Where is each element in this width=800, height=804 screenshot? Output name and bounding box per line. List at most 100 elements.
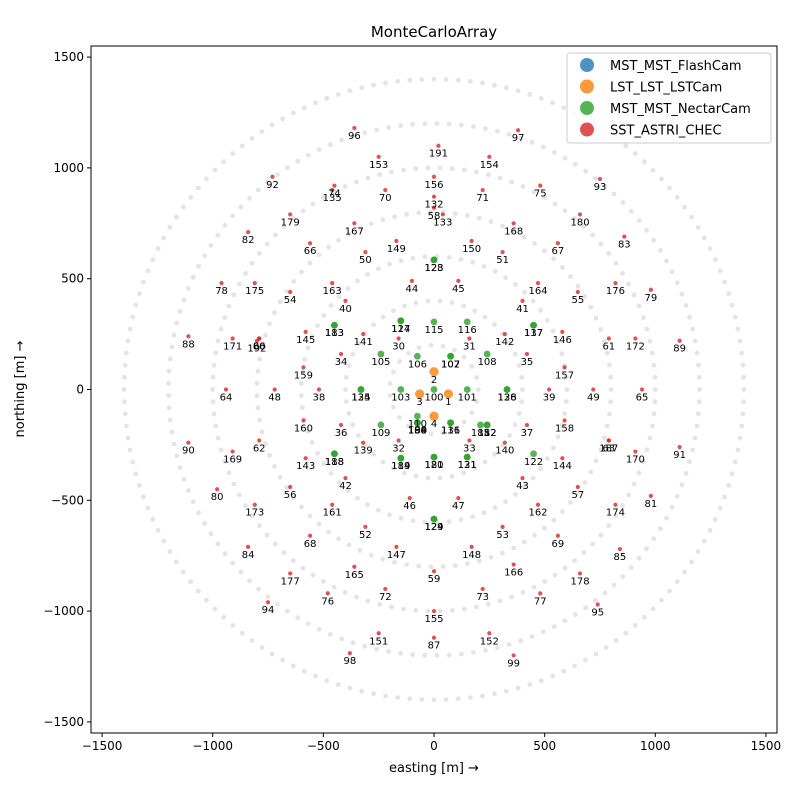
ring-marker [204, 597, 209, 603]
ring-marker [125, 435, 131, 441]
point-154 [487, 154, 492, 159]
ring-marker [272, 232, 278, 238]
ring-marker [230, 623, 236, 628]
ring-marker [272, 310, 277, 315]
ring-marker [726, 291, 732, 297]
point-147 [394, 544, 399, 549]
ring-marker [346, 411, 352, 416]
point-134 [357, 386, 365, 393]
point-label-177: 177 [281, 576, 300, 587]
ring-marker [659, 597, 664, 603]
point-98 [347, 651, 353, 656]
ring-marker [425, 165, 431, 171]
ring-marker [590, 541, 596, 547]
ring-marker [336, 294, 342, 299]
ring-marker [726, 482, 732, 488]
point-31 [467, 336, 472, 341]
point-173 [252, 502, 257, 507]
ring-marker [295, 615, 301, 621]
point-label-167: 167 [345, 226, 364, 237]
ring-marker [265, 179, 271, 185]
point-33 [467, 438, 472, 443]
ring-marker [413, 166, 419, 172]
point-label-52: 52 [359, 530, 372, 541]
point-label-44: 44 [406, 284, 419, 295]
ring-marker [211, 362, 217, 368]
ring-marker [422, 519, 428, 525]
ring-marker [210, 399, 216, 405]
point-72 [383, 586, 388, 592]
point-label-183: 183 [325, 328, 344, 339]
point-70 [383, 187, 388, 193]
ring-marker [300, 405, 305, 411]
ring-marker [632, 151, 638, 156]
ring-marker [488, 219, 494, 225]
x-tick-label: −1500 [82, 739, 123, 753]
ring-marker [155, 246, 161, 252]
ring-marker [133, 471, 139, 477]
point-133 [440, 212, 445, 217]
point-label-115: 115 [424, 325, 443, 336]
ring-marker [446, 519, 452, 525]
ring-marker [281, 224, 287, 229]
point-106 [414, 352, 421, 360]
ring-marker [604, 423, 610, 429]
ring-marker [451, 426, 457, 432]
ring-marker [425, 608, 431, 614]
point-50 [363, 250, 368, 255]
point-192 [254, 338, 260, 343]
ring-marker [494, 645, 500, 651]
point-label-60: 60 [253, 342, 266, 353]
point-label-105: 105 [371, 357, 390, 368]
point-label-133: 133 [433, 217, 452, 228]
point-label-129: 129 [424, 522, 443, 533]
ring-marker [737, 338, 743, 344]
ring-marker [291, 495, 297, 501]
ring-marker [451, 347, 457, 353]
point-label-107: 107 [441, 359, 460, 370]
ring-marker [416, 428, 422, 434]
ring-marker [650, 167, 656, 173]
ring-marker [326, 244, 331, 250]
point-180 [577, 212, 583, 217]
ring-marker [300, 208, 306, 214]
point-label-55: 55 [571, 295, 584, 306]
point-171 [230, 336, 235, 341]
ring-marker [416, 563, 422, 569]
ring-marker [722, 279, 728, 285]
point-label-35: 35 [521, 357, 534, 368]
ring-marker [503, 275, 508, 280]
point-169 [230, 449, 235, 454]
ring-marker [644, 546, 650, 552]
point-62 [257, 438, 262, 443]
point-label-73: 73 [476, 592, 489, 603]
point-label-118: 118 [325, 457, 344, 468]
point-label-81: 81 [644, 499, 657, 510]
point-label-144: 144 [553, 461, 572, 472]
point-label-3: 3 [416, 397, 422, 408]
point-label-75: 75 [534, 189, 547, 200]
ring-marker [267, 321, 272, 327]
ring-marker [269, 651, 275, 657]
ring-marker [342, 590, 348, 595]
point-80 [215, 487, 220, 492]
point-label-72: 72 [379, 592, 392, 603]
point-label-127: 127 [391, 324, 410, 335]
ring-marker [419, 697, 425, 702]
ring-marker [735, 326, 741, 332]
ring-marker [690, 326, 695, 332]
ring-marker [305, 428, 311, 434]
point-label-30: 30 [392, 342, 405, 353]
ring-marker [169, 344, 175, 350]
ring-marker [309, 440, 315, 445]
ring-marker [644, 326, 650, 332]
point-label-128: 128 [424, 263, 443, 274]
ring-marker [590, 232, 596, 238]
ring-marker [328, 303, 334, 308]
y-tick-label: −1000 [43, 604, 84, 618]
ring-marker [559, 509, 565, 514]
ring-marker [407, 696, 413, 702]
ring-marker [687, 314, 692, 320]
ring-marker [492, 451, 497, 457]
point-179 [288, 212, 293, 217]
